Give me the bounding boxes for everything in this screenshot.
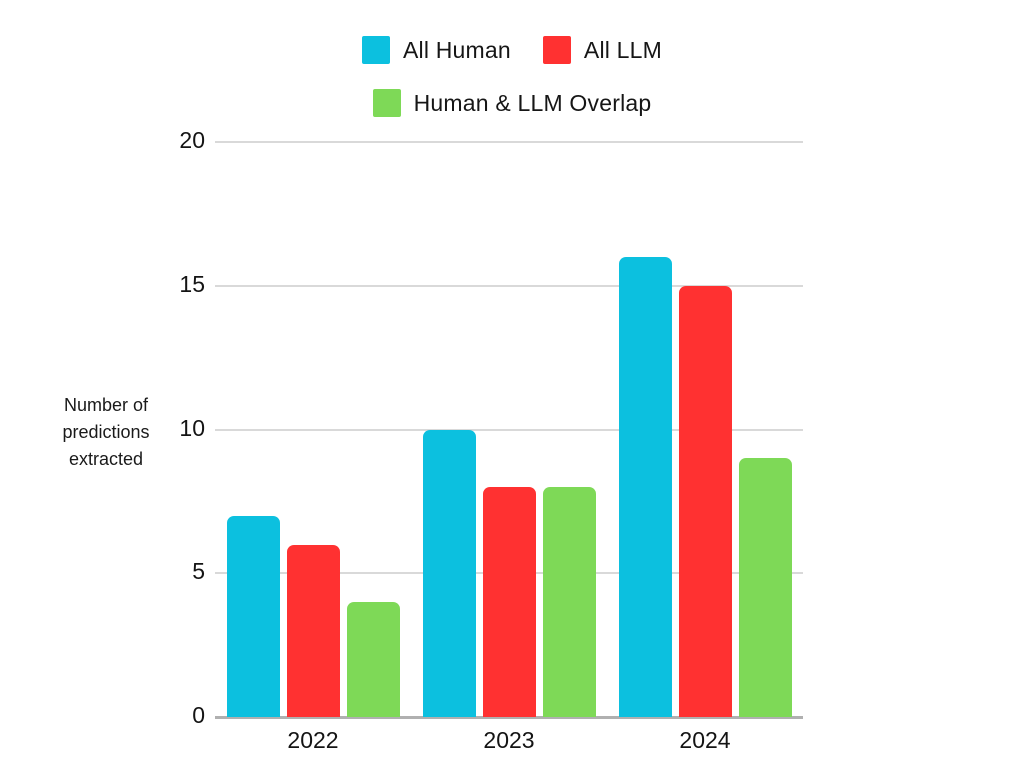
legend-item-all-llm: All LLM (542, 36, 662, 64)
legend-label-all-llm: All LLM (583, 36, 662, 63)
bar-2023-all-human (422, 429, 476, 717)
y-tick-label-5: 5 (192, 558, 205, 585)
bar-2024-all-llm (678, 285, 732, 717)
y-tick-label-10: 10 (179, 414, 205, 441)
legend-swatch-all-llm (542, 36, 571, 64)
legend-row-1: All Human All LLM (362, 36, 662, 64)
bar-2023-all-llm (482, 487, 536, 717)
bar-2022-all-human (226, 515, 280, 717)
legend-item-overlap: Human & LLM Overlap (372, 89, 652, 117)
legend-swatch-all-human (362, 36, 390, 64)
x-tick-label-2023: 2023 (483, 727, 535, 753)
bar-2022-all-llm (286, 544, 340, 717)
x-axis-line (215, 716, 803, 719)
legend-swatch-overlap (372, 89, 401, 117)
bar-2024-human-llm-overlap (738, 458, 792, 717)
x-tick-label-2024: 2024 (679, 727, 731, 753)
legend-item-all-human: All Human (362, 36, 511, 64)
bar-2022-human-llm-overlap (346, 602, 400, 717)
legend: All Human All LLM Human & LLM Overlap (0, 36, 1024, 117)
y-tick-label-15: 15 (179, 270, 205, 297)
bar-2023-human-llm-overlap (542, 487, 596, 717)
legend-label-overlap: Human & LLM Overlap (413, 89, 652, 116)
gridline-10 (215, 428, 803, 431)
bar-2024-all-human (618, 257, 672, 717)
gridline-15 (215, 284, 803, 287)
x-tick-label-2022: 2022 (287, 727, 339, 753)
y-tick-label-0: 0 (192, 702, 205, 728)
y-tick-label-20: 20 (179, 127, 205, 153)
legend-label-all-human: All Human (403, 36, 511, 63)
gridline-20 (215, 141, 803, 143)
y-axis-title: Number of predictions extracted (62, 395, 150, 469)
legend-row-2: Human & LLM Overlap (372, 89, 652, 117)
